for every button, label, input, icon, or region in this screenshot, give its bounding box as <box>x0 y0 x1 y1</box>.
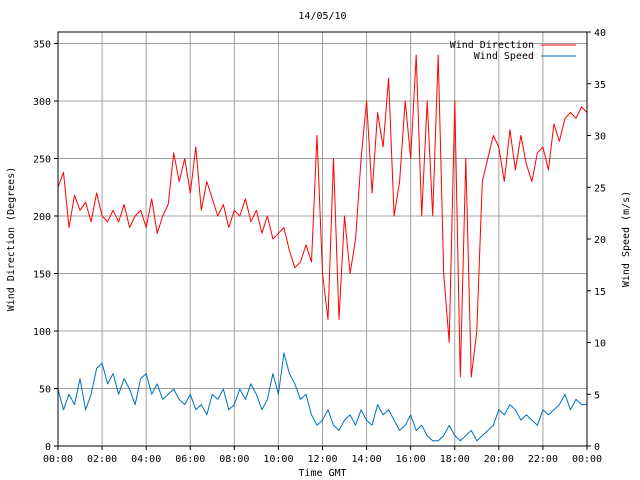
y-right-tick-label: 35 <box>594 80 606 91</box>
series-line-wind-speed <box>57 352 587 442</box>
chart-ticks: 00:00 02:00 04:00 06:00 08:00 10:00 12:00 14:00… <box>33 28 606 465</box>
x-tick-label: 12:00 <box>307 454 337 465</box>
x-tick-label: 02:00 <box>87 454 117 465</box>
chart-legend: Wind Direction Wind Speed <box>450 40 576 62</box>
series-line-wind-direction <box>57 54 588 378</box>
y-right-tick-label: 30 <box>594 132 606 143</box>
x-tick-label: 18:00 <box>440 454 470 465</box>
y-axis-label-left: Wind Direction (Degrees) <box>6 167 17 312</box>
chart-series-layer <box>57 54 588 442</box>
y-left-tick-label: 150 <box>33 270 51 281</box>
y-left-tick-label: 300 <box>33 97 51 108</box>
x-tick-label: 00:00 <box>572 454 602 465</box>
y-left-tick-label: 350 <box>33 40 51 51</box>
x-tick-label: 10:00 <box>263 454 293 465</box>
y-right-tick-label: 40 <box>594 28 606 39</box>
x-tick-label: 22:00 <box>528 454 558 465</box>
y-right-tick-label: 20 <box>594 235 606 246</box>
y-left-tick-label: 100 <box>33 327 51 338</box>
x-axis-label: Time GMT <box>298 468 346 479</box>
y-right-tick-label: 15 <box>594 287 606 298</box>
y-left-tick-label: 50 <box>39 385 51 396</box>
y-right-tick-label: 10 <box>594 339 606 350</box>
x-tick-label: 08:00 <box>219 454 249 465</box>
x-tick-label: 14:00 <box>352 454 382 465</box>
y-left-tick-label: 250 <box>33 155 51 166</box>
x-tick-label: 04:00 <box>131 454 161 465</box>
x-tick-label: 20:00 <box>484 454 514 465</box>
y-right-tick-label: 25 <box>594 183 606 194</box>
plot-frame <box>57 31 588 447</box>
x-tick-label: 06:00 <box>175 454 205 465</box>
x-tick-label: 00:00 <box>43 454 73 465</box>
y-left-tick-label: 0 <box>45 442 51 453</box>
y-right-tick-label: 5 <box>594 390 600 401</box>
x-tick-label: 16:00 <box>396 454 426 465</box>
y-left-tick-label: 200 <box>33 212 51 223</box>
legend-label-wind-direction: Wind Direction <box>450 40 534 51</box>
chart-title: 14/05/10 <box>298 11 346 22</box>
y-axis-label-right: Wind Speed (m/s) <box>621 191 632 287</box>
legend-label-wind-speed: Wind Speed <box>474 51 534 62</box>
y-right-tick-label: 0 <box>594 442 600 453</box>
